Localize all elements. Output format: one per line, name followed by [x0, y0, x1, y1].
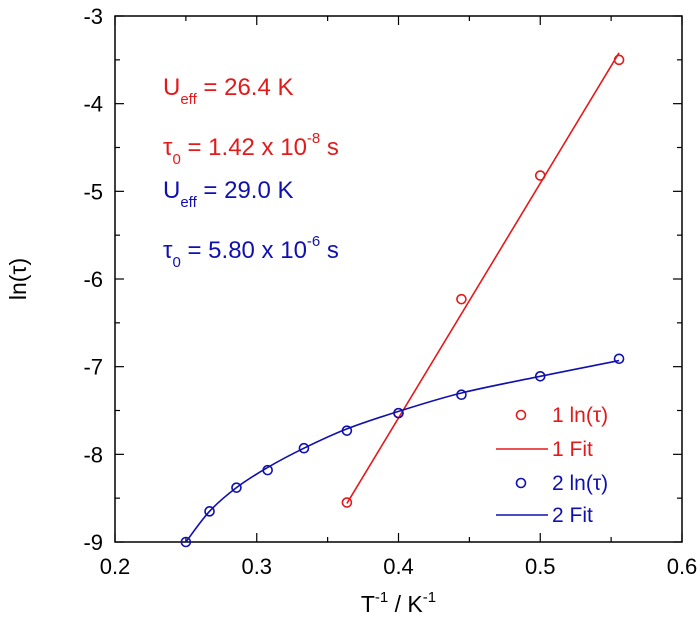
y-tick-label: -4	[83, 92, 103, 117]
data-point	[393, 407, 404, 419]
data-point	[204, 506, 215, 517]
y-tick-label: -5	[83, 179, 103, 204]
y-axis-label: ln(τ)	[5, 258, 31, 300]
legend-marker-3	[515, 477, 527, 489]
legend-label-4: 2 Fit	[552, 504, 593, 527]
annotation-1: Ueff = 26.4 K	[163, 74, 294, 108]
data-point	[298, 442, 310, 454]
x-tick-label: 0.6	[667, 554, 698, 579]
data-point	[456, 293, 467, 305]
legend-marker-1	[515, 409, 527, 421]
annotations: Ueff = 26.4 K τ0 = 1.42 x 10-8 s Ueff = 29…	[163, 74, 339, 271]
data-point	[341, 497, 353, 508]
data-point	[613, 54, 625, 66]
y-tick-label: -8	[83, 442, 103, 467]
plot-area	[180, 52, 625, 548]
data-point	[341, 425, 353, 436]
x-tick-label: 0.3	[241, 554, 272, 579]
legend-label-3: 2 ln(τ)	[552, 472, 608, 495]
y-tick-label: -3	[83, 4, 103, 29]
data-point	[534, 170, 546, 181]
annotation-3: Ueff = 29.0 K	[163, 177, 294, 211]
annotation-2: τ0 = 1.42 x 10-8 s	[163, 130, 339, 168]
legend: 1 ln(τ) 1 Fit 2 ln(τ) 2 Fit	[496, 404, 608, 527]
data-point	[262, 464, 273, 476]
y-tick-label: -7	[83, 355, 103, 380]
annotation-4: τ0 = 5.80 x 10-6 s	[163, 233, 339, 271]
legend-label-2: 1 Fit	[552, 438, 593, 461]
x-tick-label: 0.5	[525, 554, 556, 579]
y-tick-label: -6	[83, 267, 103, 292]
data-point	[534, 371, 546, 382]
legend-label-1: 1 ln(τ)	[552, 404, 608, 427]
axes: 0.2 0.3 0.4 0.5 0.6 -9 -8 -7 -6 -5 -4 -3 T-1 / K-1 ln…	[5, 4, 697, 617]
fit-line-series-2	[346, 52, 620, 504]
data-point	[456, 389, 467, 401]
x-tick-label: 0.4	[383, 554, 414, 579]
x-tick-label: 0.2	[100, 554, 131, 579]
data-point	[180, 536, 192, 548]
fit-line-series-4	[185, 359, 620, 543]
y-tick-label: -9	[83, 530, 103, 555]
data-point	[231, 482, 242, 493]
data-point	[613, 353, 625, 365]
x-axis-label: T-1 / K-1	[361, 589, 436, 617]
